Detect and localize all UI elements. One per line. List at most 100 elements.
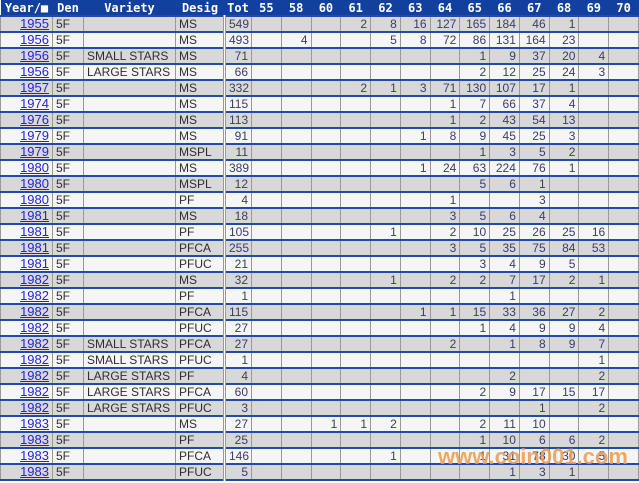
cell-58 [281,176,312,192]
cell-variety [83,256,176,272]
cell-60 [311,64,342,80]
year-link[interactable]: 1976 [20,112,49,127]
cell-62 [370,144,401,160]
cell-64: 1 [430,192,461,208]
year-link[interactable]: 1983 [20,416,49,431]
year-link[interactable]: 1980 [20,160,49,175]
year-link[interactable]: 1979 [20,128,49,143]
cell-year: 1982 [0,288,53,304]
cell-variety [83,320,176,336]
cell-60 [311,256,342,272]
cell-65: 3 [459,256,491,272]
cell-variety [83,16,176,32]
year-link[interactable]: 1981 [20,208,49,223]
cell-67: 25 [519,64,550,80]
cell-65: 5 [459,176,491,192]
year-link[interactable]: 1955 [20,16,49,31]
year-link[interactable]: 1956 [20,32,49,47]
cell-65: 1 [459,320,491,336]
cell-67 [519,368,550,384]
year-link[interactable]: 1956 [20,64,49,79]
year-link[interactable]: 1980 [20,176,49,191]
year-link[interactable]: 1981 [20,224,49,239]
year-link[interactable]: 1981 [20,240,49,255]
year-link[interactable]: 1982 [20,304,49,319]
table-row: 1982 5F SMALL STARS PFCA 27 2 1 8 9 7 [0,336,639,352]
year-link[interactable]: 1957 [20,80,49,95]
cell-den: 5F [52,304,84,320]
cell-67: 1 [519,176,550,192]
cell-desig: MS [175,96,225,112]
year-link[interactable]: 1982 [20,288,49,303]
header-60: 60 [311,0,341,17]
cell-69: 16 [578,224,610,240]
cell-65: 2 [459,384,491,400]
cell-desig: MS [175,16,225,32]
table-row: 1981 5F MS 18 3 5 6 4 [0,208,639,224]
year-link[interactable]: 1982 [20,400,49,415]
table-row: 1974 5F MS 115 1 7 66 37 4 [0,96,639,112]
cell-66: 66 [489,96,520,112]
year-link[interactable]: 1982 [20,272,49,287]
year-link[interactable]: 1956 [20,48,49,63]
cell-year: 1980 [0,160,53,176]
cell-70 [608,32,639,48]
cell-60 [311,16,342,32]
table-row: 1981 5F PFCA 255 3 5 35 75 84 53 [0,240,639,256]
cell-desig: MS [175,48,225,64]
year-link[interactable]: 1982 [20,368,49,383]
cell-tot: 1 [223,288,252,304]
cell-58 [281,368,312,384]
year-link[interactable]: 1974 [20,96,49,111]
cell-variety [83,144,176,160]
year-link[interactable]: 1983 [20,464,49,479]
cell-62 [370,384,401,400]
cell-variety [83,192,176,208]
cell-66: 35 [489,240,520,256]
cell-61 [340,320,372,336]
cell-62 [370,64,401,80]
cell-68: 9 [549,320,580,336]
cell-58 [281,336,312,352]
year-link[interactable]: 1980 [20,192,49,207]
cell-63 [400,368,431,384]
cell-55 [251,464,282,480]
header-62: 62 [370,0,401,17]
cell-den: 5F [52,160,84,176]
cell-66: 45 [489,128,520,144]
cell-67: 9 [519,256,550,272]
cell-55 [251,112,282,128]
year-link[interactable]: 1983 [20,432,49,447]
header-year: Year/■ [0,0,53,17]
year-link[interactable]: 1982 [20,352,49,367]
cell-64: 3 [430,240,461,256]
cell-68: 30 [549,448,580,464]
cell-61 [340,176,372,192]
cell-55 [251,384,282,400]
year-link[interactable]: 1982 [20,320,49,335]
cell-tot: 493 [223,32,252,48]
header-64: 64 [430,0,460,17]
year-link[interactable]: 1982 [20,384,49,399]
cell-61 [340,240,372,256]
cell-58 [281,240,312,256]
year-link[interactable]: 1982 [20,336,49,351]
cell-58 [281,384,312,400]
cell-68: 4 [549,96,580,112]
cell-55 [251,176,282,192]
year-link[interactable]: 1983 [20,448,49,463]
table-row: 1982 5F LARGE STARS PFCA 60 2 9 17 15 17 [0,384,639,400]
cell-62 [370,368,401,384]
cell-tot: 18 [223,208,252,224]
cell-den: 5F [52,400,84,416]
cell-tot: 32 [223,272,252,288]
cell-70 [608,352,639,368]
cell-tot: 71 [223,48,252,64]
year-link[interactable]: 1979 [20,144,49,159]
table-row: 1979 5F MSPL 11 1 3 5 2 [0,144,639,160]
cell-63 [400,272,431,288]
year-link[interactable]: 1981 [20,256,49,271]
cell-tot: 27 [223,416,252,432]
cell-64: 2 [430,272,461,288]
cell-65: 5 [459,208,491,224]
